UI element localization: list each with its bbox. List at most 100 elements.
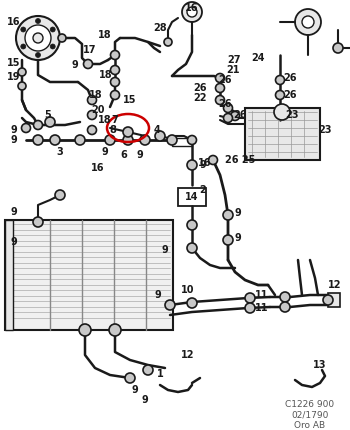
Circle shape	[187, 220, 197, 230]
Text: 9: 9	[162, 245, 168, 255]
Text: 9: 9	[10, 207, 18, 217]
Text: 1: 1	[157, 369, 163, 379]
Text: 23: 23	[285, 110, 299, 120]
Circle shape	[79, 324, 91, 336]
Circle shape	[123, 135, 133, 145]
Bar	[178, 188, 206, 206]
Text: 20: 20	[91, 105, 105, 115]
Text: 5: 5	[45, 110, 51, 120]
Text: 9: 9	[234, 233, 241, 243]
Circle shape	[224, 114, 232, 123]
Text: 26: 26	[283, 90, 297, 100]
Text: 17: 17	[83, 45, 97, 55]
Circle shape	[280, 302, 290, 312]
Text: 9: 9	[10, 125, 18, 135]
Circle shape	[21, 123, 30, 132]
Bar	[5, 220, 173, 330]
Circle shape	[164, 38, 172, 46]
Circle shape	[50, 135, 60, 145]
Circle shape	[111, 65, 119, 74]
Text: 9: 9	[102, 147, 108, 157]
Circle shape	[155, 131, 165, 141]
Circle shape	[50, 27, 55, 32]
Text: 19: 19	[7, 72, 21, 82]
Text: 16: 16	[185, 3, 199, 13]
Bar	[172, 138, 192, 146]
Circle shape	[223, 235, 233, 245]
Circle shape	[224, 104, 232, 113]
Circle shape	[123, 127, 133, 137]
Text: 18: 18	[98, 30, 112, 40]
Bar	[245, 108, 320, 160]
Circle shape	[21, 44, 26, 49]
Circle shape	[209, 156, 217, 165]
Circle shape	[140, 135, 150, 145]
Text: 9: 9	[142, 395, 148, 405]
Text: 26: 26	[233, 110, 247, 120]
Text: 11: 11	[255, 290, 269, 300]
Circle shape	[84, 59, 92, 68]
Circle shape	[231, 111, 239, 120]
Circle shape	[88, 126, 97, 135]
Text: 16: 16	[91, 163, 105, 173]
Circle shape	[302, 16, 314, 28]
Text: 10: 10	[181, 285, 195, 295]
Circle shape	[16, 16, 60, 60]
Circle shape	[35, 52, 41, 58]
Circle shape	[58, 34, 66, 42]
Bar	[5, 220, 13, 330]
Text: 9: 9	[234, 208, 241, 218]
Text: 26: 26	[218, 99, 232, 109]
Circle shape	[182, 2, 202, 22]
Text: 13: 13	[313, 360, 327, 370]
Circle shape	[223, 210, 233, 220]
Text: 18: 18	[98, 115, 112, 125]
Circle shape	[35, 18, 41, 24]
Text: 9: 9	[136, 150, 144, 160]
Text: 11: 11	[255, 303, 269, 313]
Text: 3: 3	[57, 147, 63, 157]
Text: 12: 12	[328, 280, 342, 290]
Circle shape	[333, 43, 343, 53]
Circle shape	[111, 50, 119, 59]
Circle shape	[187, 160, 197, 170]
Text: 7: 7	[112, 115, 118, 125]
Circle shape	[21, 27, 26, 32]
Circle shape	[143, 365, 153, 375]
Circle shape	[187, 298, 197, 308]
Text: 16: 16	[7, 17, 21, 27]
Text: 2: 2	[199, 185, 206, 195]
Circle shape	[187, 243, 197, 253]
Circle shape	[33, 217, 43, 227]
Text: 18: 18	[99, 70, 113, 80]
Circle shape	[280, 292, 290, 302]
Text: 9: 9	[10, 135, 18, 145]
Text: 15: 15	[123, 95, 137, 105]
Circle shape	[216, 95, 224, 104]
Text: 27: 27	[227, 55, 241, 65]
Text: 26 25: 26 25	[225, 155, 255, 165]
Circle shape	[188, 135, 196, 144]
Circle shape	[125, 373, 135, 383]
Text: 16: 16	[198, 158, 212, 168]
Bar	[328, 293, 340, 307]
Circle shape	[55, 190, 65, 200]
Circle shape	[109, 324, 121, 336]
Circle shape	[323, 295, 333, 305]
Text: 23: 23	[318, 125, 332, 135]
Circle shape	[33, 33, 43, 43]
Text: 9: 9	[132, 385, 138, 395]
Text: 24: 24	[251, 53, 265, 63]
Text: 9: 9	[10, 237, 18, 247]
Text: 28: 28	[153, 23, 167, 33]
Circle shape	[34, 120, 42, 129]
Circle shape	[216, 83, 224, 92]
Text: 26: 26	[218, 75, 232, 85]
Text: 4: 4	[154, 125, 160, 135]
Circle shape	[45, 117, 55, 127]
Circle shape	[33, 135, 43, 145]
Circle shape	[25, 25, 51, 51]
Circle shape	[18, 82, 26, 90]
Circle shape	[18, 68, 26, 76]
Circle shape	[88, 111, 97, 120]
